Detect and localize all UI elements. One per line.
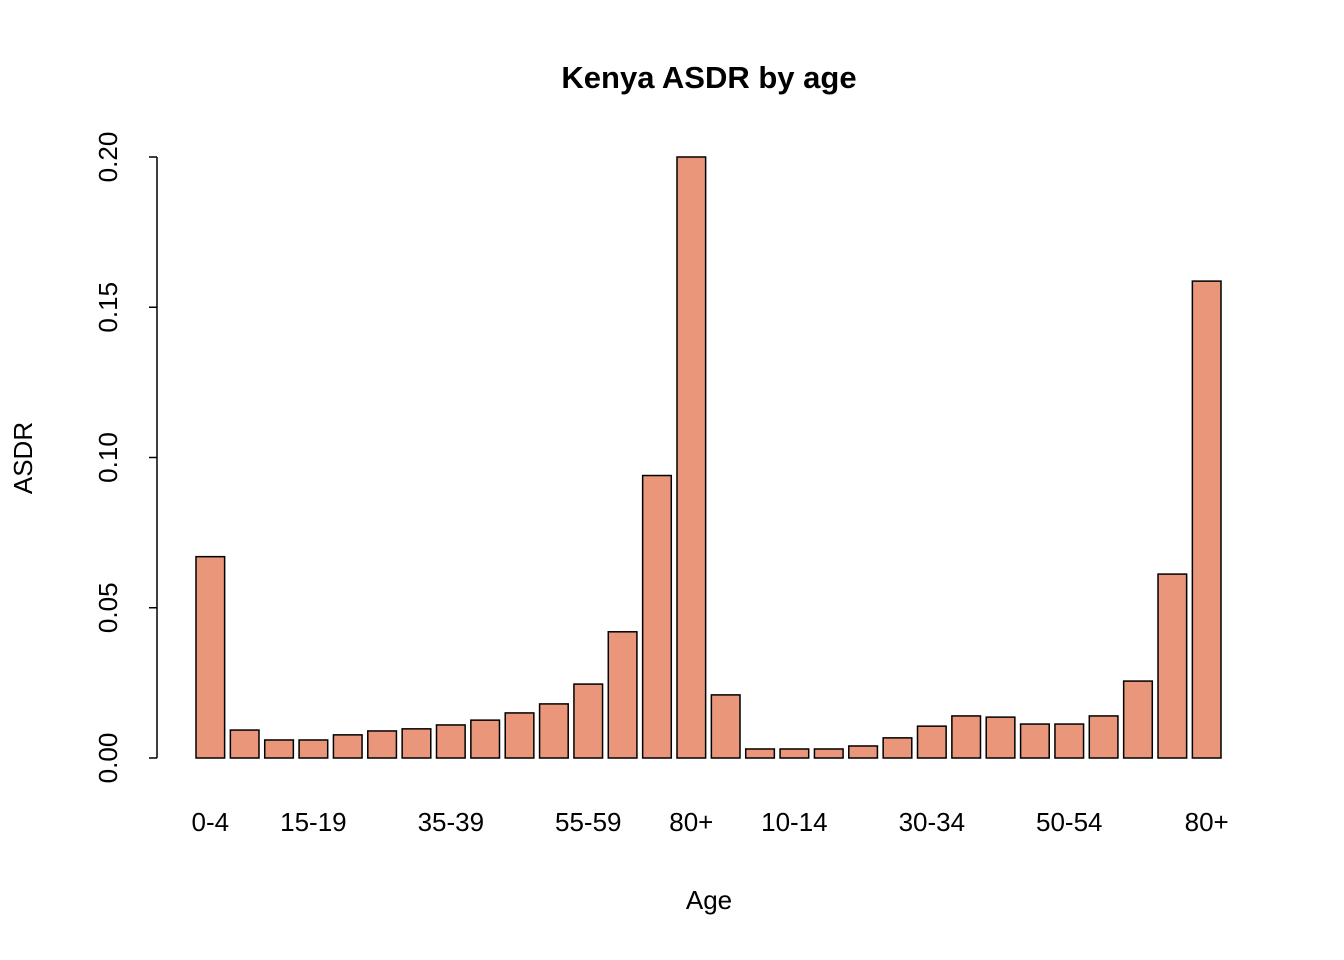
bar [1157,573,1188,759]
bar [195,555,226,759]
bar [504,712,535,759]
x-tick-label: 80+ [1185,807,1229,837]
bar [298,739,329,759]
bar [367,730,398,759]
x-tick-label: 30-34 [899,807,966,837]
x-tick-label: 10-14 [761,807,828,837]
bar [538,703,569,759]
bar [229,729,260,759]
bar [332,734,363,759]
y-tick-label: 0.20 [93,132,123,183]
bar [470,719,501,759]
bar [744,748,776,759]
x-tick-label: 50-54 [1036,807,1103,837]
chart-title: Kenya ASDR by age [561,60,856,95]
bar [263,739,295,759]
bar [779,748,810,759]
bar [435,724,466,759]
bar [1054,723,1085,759]
x-tick-label: 15-19 [280,807,347,837]
x-axis-label: Age [686,885,732,915]
bar [401,728,432,759]
bar [573,683,604,759]
x-tick-label: 35-39 [418,807,485,837]
bar [607,631,638,759]
y-tick-label: 0.00 [93,733,123,784]
bar [1088,715,1119,759]
bar [813,748,844,759]
y-tick-label: 0.10 [93,432,123,483]
x-tick-label: 0-4 [192,807,230,837]
bar [1122,680,1154,759]
bar [1191,280,1222,759]
bar [951,715,982,759]
bar [710,694,741,759]
bar [848,745,879,759]
x-tick-label: 80+ [669,807,713,837]
bar [916,725,947,759]
bar [641,474,673,759]
bar [985,716,1016,759]
y-axis-label: ASDR [8,422,38,494]
x-tick-label: 55-59 [555,807,622,837]
bar [676,156,707,759]
y-tick-label: 0.15 [93,282,123,333]
y-tick-label: 0.05 [93,582,123,633]
bar [1019,723,1050,759]
bar [882,737,913,759]
